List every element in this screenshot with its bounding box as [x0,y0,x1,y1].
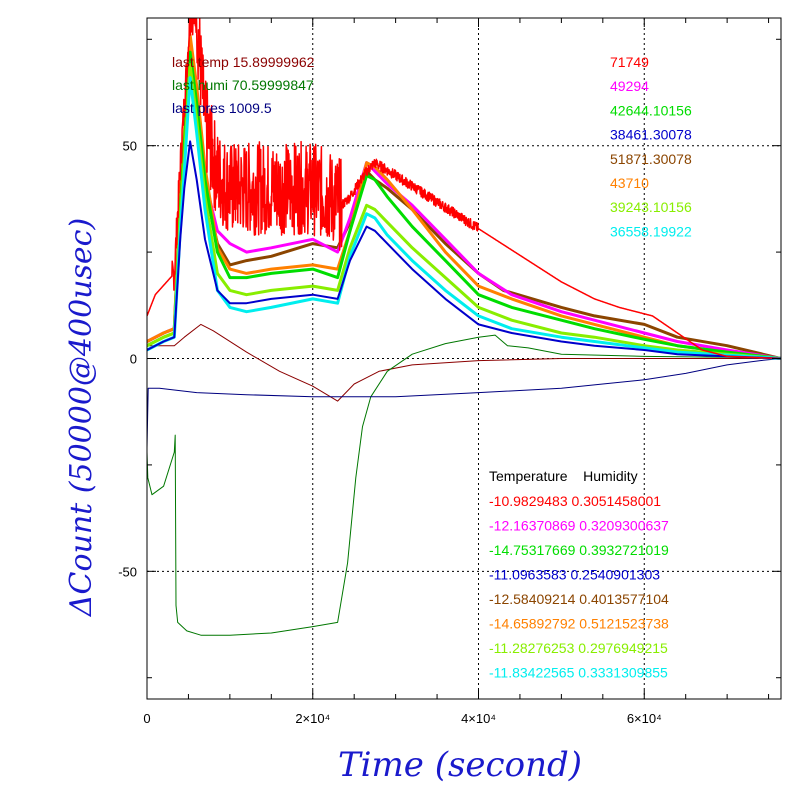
series-line-2 [147,358,781,448]
coefficient-entry: -11.28276253 0.2976949215 [489,640,668,656]
last-value-number: 1009.5 [229,100,272,116]
count-entry: 39243.10156 [610,199,692,215]
last-value-label: last pres [172,100,225,116]
last-value-number: 15.89999962 [233,54,315,70]
count-entry: 71749 [610,54,649,70]
coefficient-entry: -10.9829483 0.3051458001 [489,493,661,509]
series-line-1 [147,334,781,636]
coefficient-entry: -11.83422565 0.3331309855 [489,665,668,681]
x-tick-label: 0 [143,711,150,726]
x-tick-label: 4×10⁴ [461,711,496,726]
coefficient-entry: -14.65892792 0.5121523738 [489,616,669,632]
series-line-10 [147,18,781,360]
x-tick-label: 2×10⁴ [295,711,330,726]
last-value-label: last humi [172,77,228,93]
coefficient-entry: -12.58409214 0.4013577104 [489,591,669,607]
x-tick-label: 6×10⁴ [627,711,662,726]
count-entry: 49294 [610,78,649,94]
y-tick-label: 0 [130,352,137,367]
count-entry: 51871.30078 [610,151,692,167]
x-axis-title: Time (second) [338,745,582,785]
count-entry: 38461.30078 [610,127,692,143]
y-tick-label: 50 [123,139,137,154]
coefficient-entry: -11.0963583 0.2540901303 [489,567,660,583]
y-tick-label: -50 [118,564,137,579]
coefficient-entry: -12.16370869 0.3209300637 [489,518,669,534]
last-value-number: 70.59999847 [232,77,314,93]
series-lines [147,18,781,636]
count-entry: 36558.19922 [610,223,692,239]
count-entry: 43710 [610,175,649,191]
y-axis-title: ΔCount (50000@400usec) [64,218,99,617]
last-values-annotation: last temp 15.89999962 last humi 70.599998… [172,54,315,116]
series-line-9 [147,140,781,360]
last-value-label: last temp [172,54,229,70]
last-value-entry: last pres 1009.5 [172,100,272,116]
last-value-entry: last humi 70.59999847 [172,77,314,93]
series-line-0 [147,323,781,402]
coefficients-header: Temperature Humidity [489,468,638,484]
count-entry: 42644.10156 [610,102,692,118]
counts-annotation: 71749 49294 42644.10156 38461.30078 51871.30… [610,54,692,239]
axis-ticks: 0 2×10⁴ 4×10⁴ 6×10⁴ -50 0 50 [118,18,781,726]
coefficients-annotation: -10.9829483 0.3051458001 -12.16370869 0.3… [489,493,669,681]
last-value-entry: last temp 15.89999962 [172,54,315,70]
coefficient-entry: -14.75317669 0.3932721019 [489,542,669,558]
